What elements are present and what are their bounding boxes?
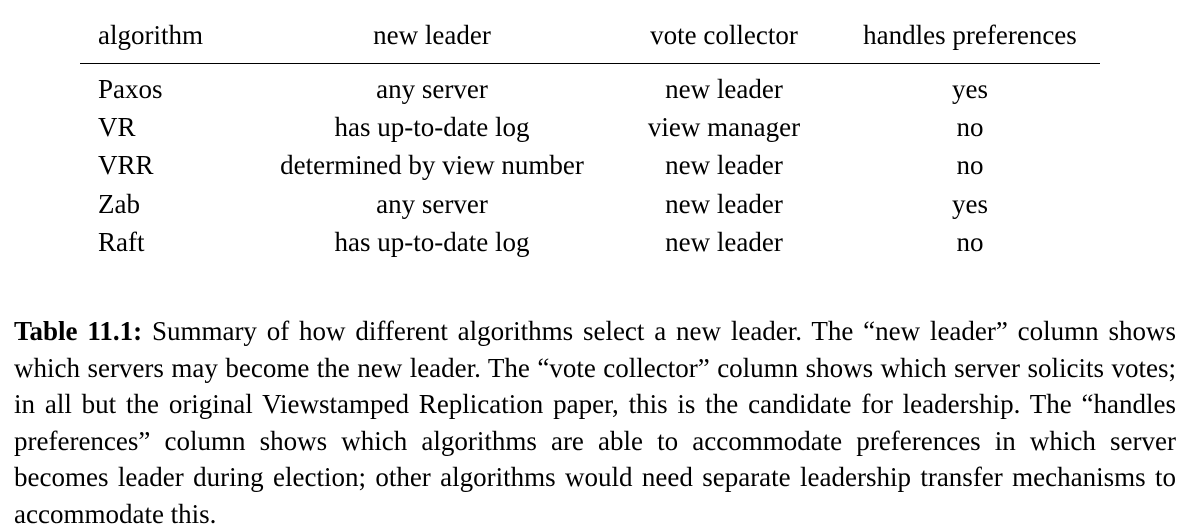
- header-new-leader: new leader: [256, 14, 608, 64]
- cell-algorithm: Raft: [98, 227, 145, 258]
- table-row: Zab any server new leader yes: [80, 185, 1100, 224]
- header-algorithm: algorithm: [80, 14, 256, 64]
- cell-handles-preferences: yes: [952, 188, 988, 219]
- table-row: VR has up-to-date log view manager no: [80, 108, 1100, 147]
- cell-algorithm: Paxos: [98, 73, 163, 104]
- cell-vote-collector: new leader: [665, 73, 783, 104]
- leader-election-table-container: algorithm new leader vote collector hand…: [80, 14, 1100, 262]
- cell-new-leader: any server: [376, 73, 488, 104]
- cell-vote-collector: view manager: [647, 111, 801, 142]
- caption-label: Table 11.1:: [14, 316, 143, 346]
- cell-new-leader: has up-to-date log: [334, 227, 530, 258]
- cell-handles-preferences: yes: [952, 73, 988, 104]
- leader-election-table: algorithm new leader vote collector hand…: [80, 14, 1100, 262]
- cell-vote-collector: new leader: [665, 227, 783, 258]
- table-header-row: algorithm new leader vote collector hand…: [80, 14, 1100, 64]
- table-row: Raft has up-to-date log new leader no: [80, 224, 1100, 263]
- cell-handles-preferences: no: [956, 111, 984, 142]
- cell-algorithm: Zab: [98, 188, 140, 219]
- header-handles-preferences: handles preferences: [840, 14, 1100, 64]
- caption-text: Summary of how different algorithms sele…: [14, 316, 1176, 529]
- cell-new-leader: any server: [376, 188, 488, 219]
- cell-vote-collector: new leader: [665, 188, 783, 219]
- cell-algorithm: VR: [98, 111, 136, 142]
- table-row: Paxos any server new leader yes: [80, 64, 1100, 109]
- cell-handles-preferences: no: [956, 150, 984, 181]
- cell-new-leader: has up-to-date log: [334, 111, 530, 142]
- table-row: VRR determined by view number new leader…: [80, 147, 1100, 186]
- cell-new-leader: determined by view number: [280, 150, 584, 181]
- header-vote-collector: vote collector: [608, 14, 840, 64]
- table-caption: Table 11.1: Summary of how different alg…: [14, 313, 1176, 532]
- cell-handles-preferences: no: [956, 227, 984, 258]
- cell-vote-collector: new leader: [665, 150, 783, 181]
- cell-algorithm: VRR: [98, 150, 154, 181]
